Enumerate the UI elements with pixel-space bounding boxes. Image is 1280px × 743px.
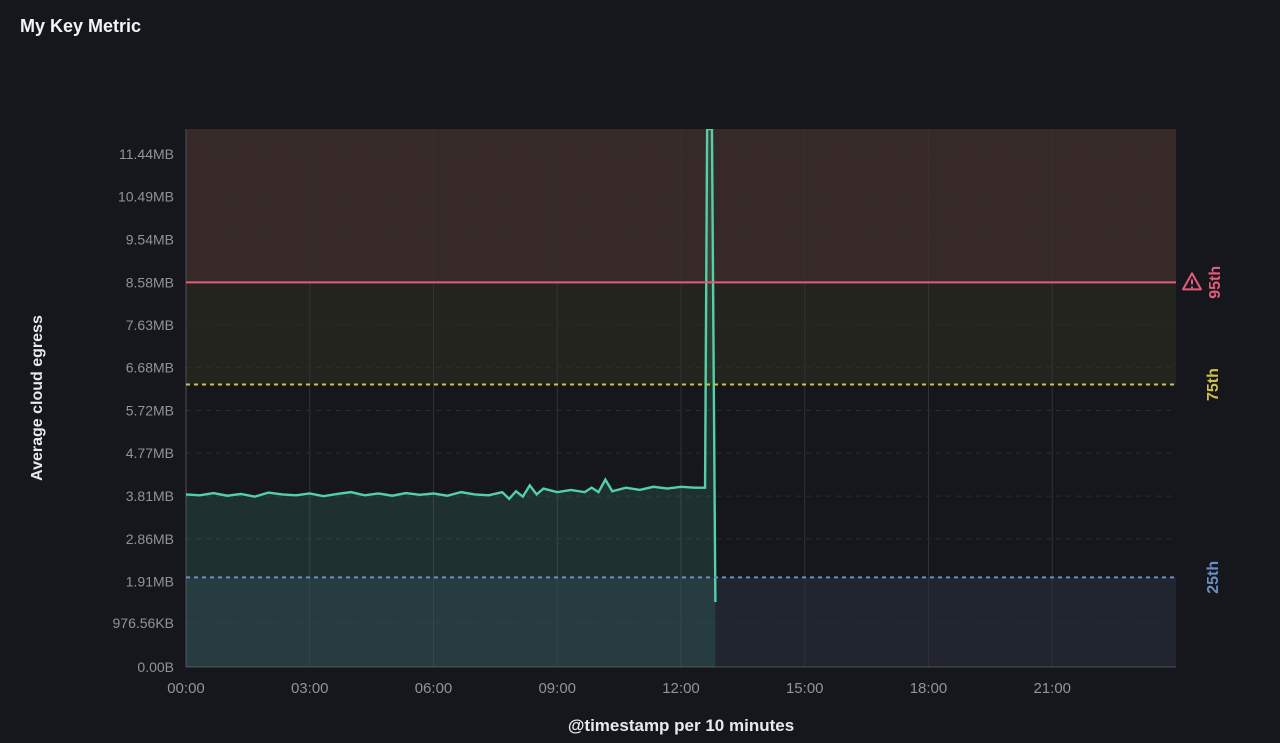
y-tick-label: 5.72MB (126, 403, 174, 419)
y-tick-label: 7.63MB (126, 317, 174, 333)
x-tick-label: 18:00 (910, 680, 948, 697)
y-tick-label: 0.00B (137, 659, 174, 675)
panel-title: My Key Metric (0, 0, 1280, 43)
warning-icon (1191, 286, 1193, 288)
x-tick-label: 00:00 (167, 680, 205, 697)
x-axis-title: @timestamp per 10 minutes (568, 716, 794, 735)
y-tick-label: 2.86MB (126, 531, 174, 547)
y-tick-label: 1.91MB (126, 573, 174, 589)
threshold-label-p95: 95th (1207, 266, 1224, 299)
x-tick-label: 09:00 (538, 680, 576, 697)
x-tick-label: 06:00 (415, 680, 453, 697)
y-tick-label: 11.44MB (119, 146, 174, 162)
y-axis-title: Average cloud egress (29, 315, 46, 481)
y-tick-label: 10.49MB (118, 189, 174, 205)
y-tick-label: 9.54MB (126, 231, 174, 247)
chart-container[interactable]: 0.00B 976.56KB 1.91MB 2.86MB 3.81MB 4.77MB 5.7… (0, 43, 1280, 743)
y-tick-label: 8.58MB (126, 274, 174, 290)
y-tick-label: 4.77MB (126, 445, 174, 461)
metric-panel: My Key Metric 0.00B 976.56KB 1.91MB 2.86MB 3… (0, 0, 1280, 738)
y-tick-label: 976.56KB (113, 615, 175, 631)
threshold-label-p25: 25th (1205, 561, 1222, 594)
threshold-label-p75: 75th (1205, 368, 1222, 401)
x-tick-label: 03:00 (291, 680, 329, 697)
y-tick-label: 6.68MB (126, 360, 174, 376)
x-tick-label: 15:00 (786, 680, 824, 697)
x-tick-label: 21:00 (1033, 680, 1071, 697)
x-tick-label: 12:00 (662, 680, 700, 697)
line-chart[interactable]: 0.00B 976.56KB 1.91MB 2.86MB 3.81MB 4.77MB 5.7… (0, 43, 1280, 743)
y-tick-label: 3.81MB (126, 488, 174, 504)
